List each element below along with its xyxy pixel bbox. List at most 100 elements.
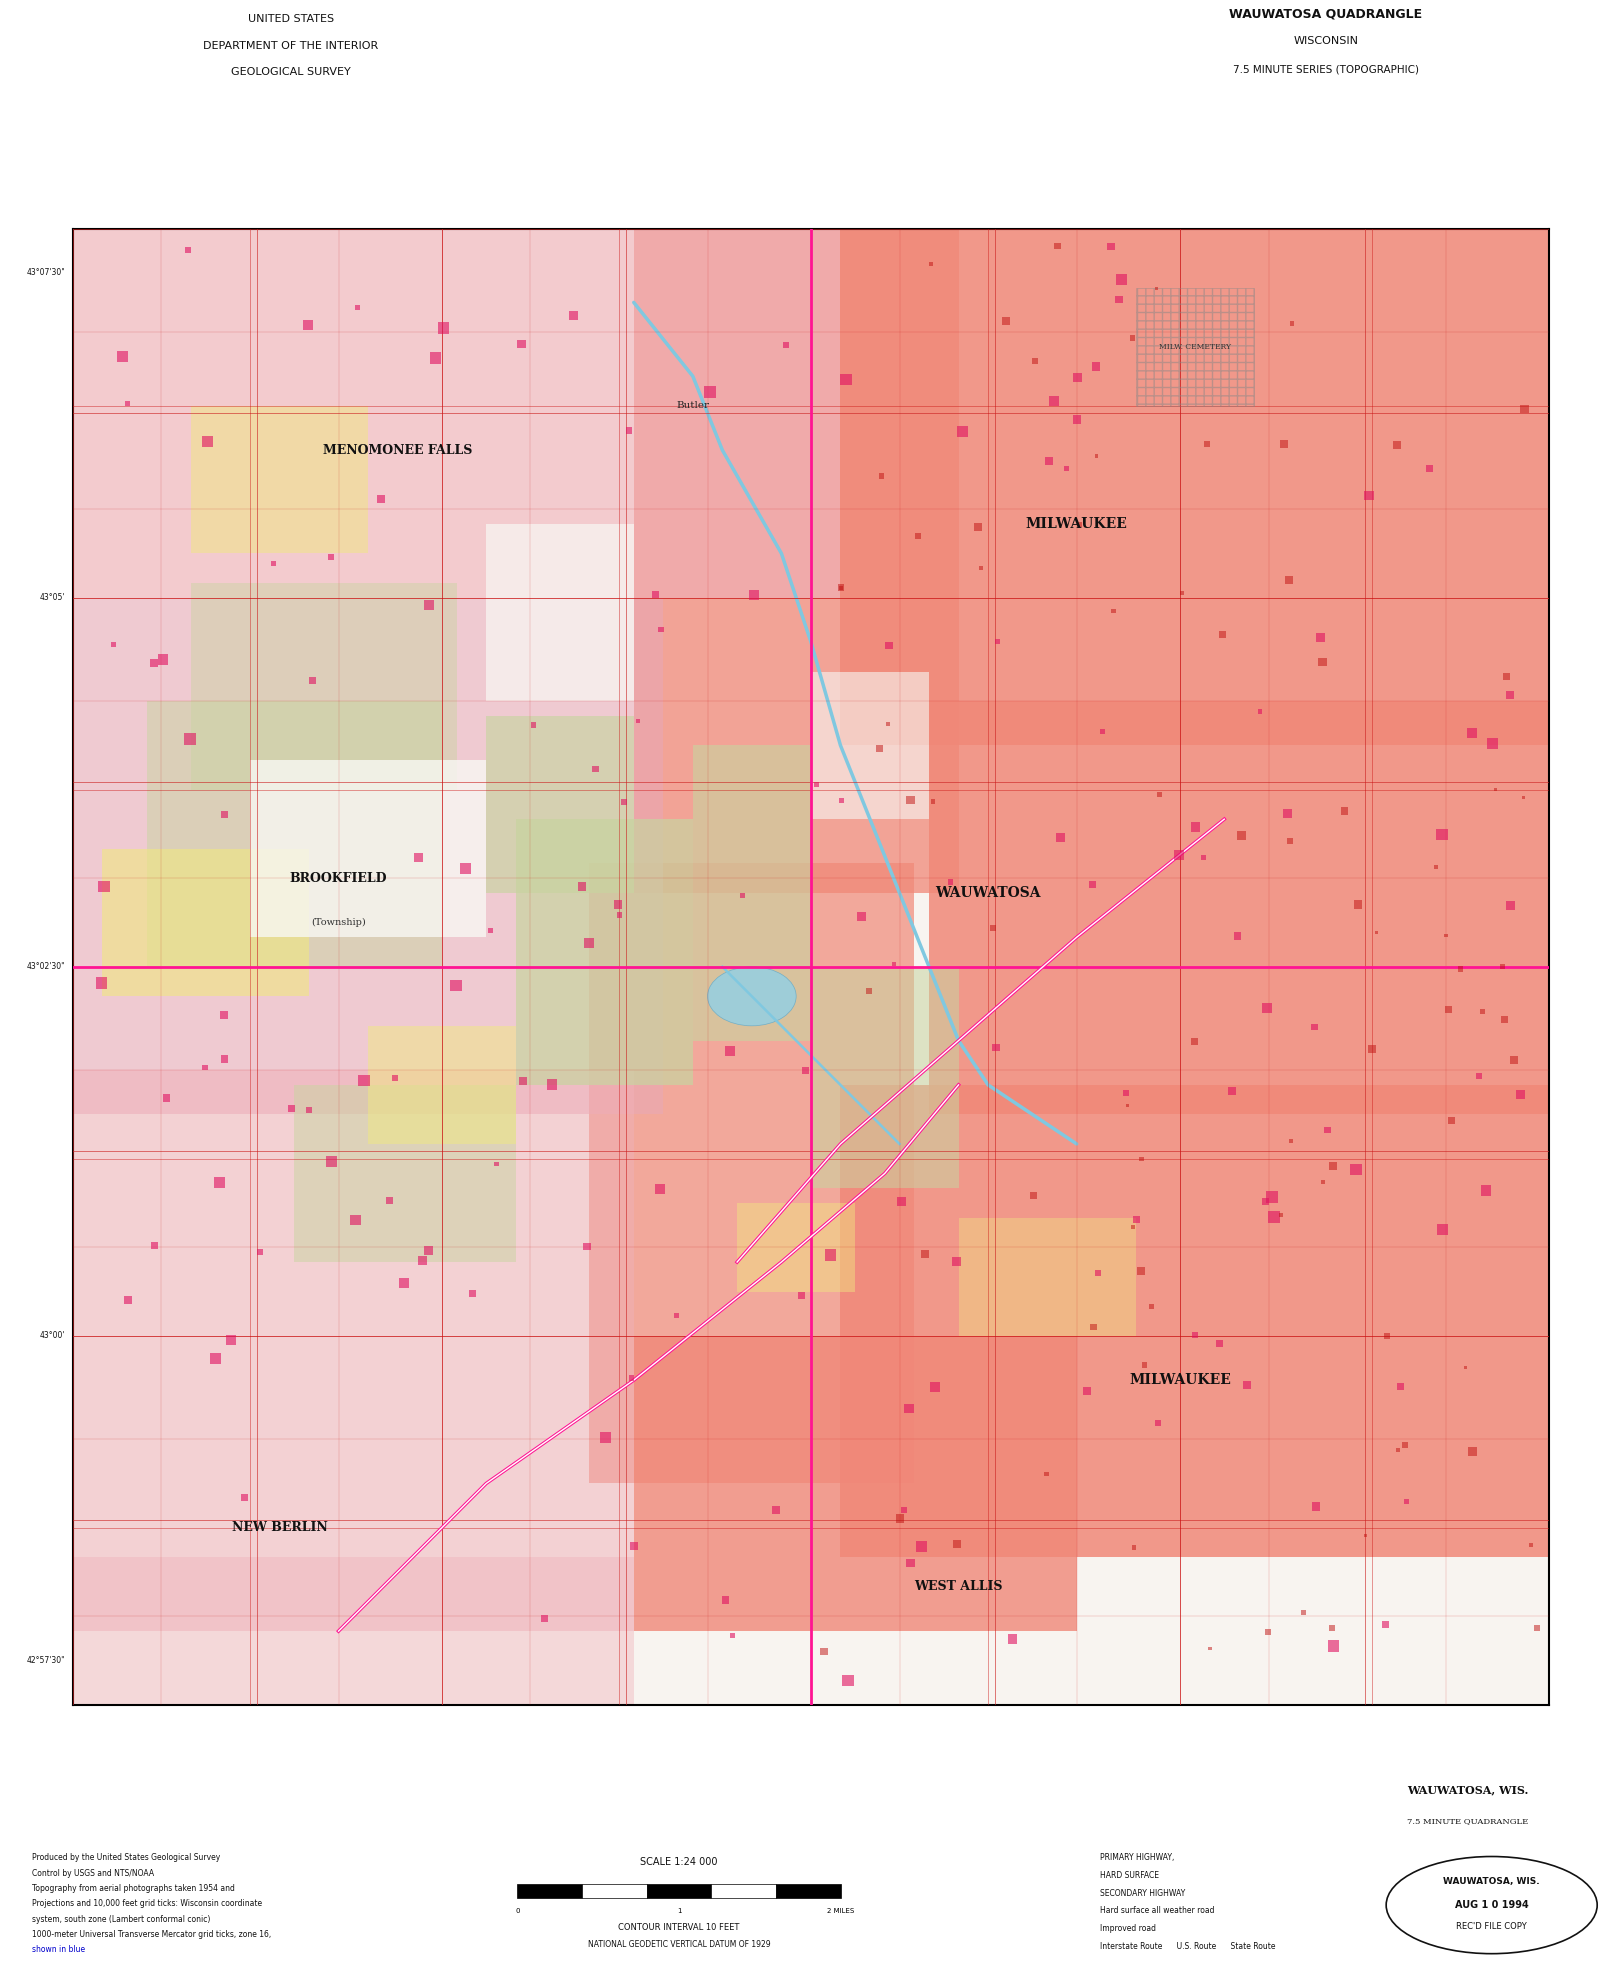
Bar	[731, 1633, 736, 1637]
Bar	[430, 353, 441, 363]
Bar	[1311, 1502, 1321, 1512]
Bar	[1279, 440, 1287, 448]
Bar	[438, 322, 450, 334]
Bar	[1444, 934, 1447, 936]
Text: MILWAUKEE: MILWAUKEE	[1025, 516, 1127, 530]
Text: HARD SURFACE: HARD SURFACE	[1100, 1871, 1158, 1881]
Bar	[1384, 1333, 1391, 1339]
Text: NEW BERLIN: NEW BERLIN	[231, 1521, 327, 1535]
Bar	[1397, 1384, 1404, 1390]
Bar	[1426, 465, 1433, 473]
Bar	[973, 522, 982, 530]
Bar	[517, 340, 526, 347]
Bar	[1311, 1023, 1318, 1031]
Bar	[547, 1080, 558, 1089]
Bar	[906, 1559, 915, 1566]
Bar	[1135, 289, 1253, 406]
Bar	[629, 1376, 634, 1380]
Text: Improved road: Improved road	[1100, 1924, 1156, 1934]
Text: MILW. CEMETERY: MILW. CEMETERY	[1159, 344, 1231, 351]
Bar	[1480, 1009, 1484, 1015]
Bar	[1510, 1056, 1518, 1064]
Bar	[1488, 738, 1497, 748]
Bar	[1501, 964, 1505, 968]
Text: 43°02'30": 43°02'30"	[27, 962, 65, 972]
Bar	[959, 1217, 1135, 1337]
Bar	[841, 228, 1549, 746]
Bar	[884, 642, 893, 650]
Bar	[1287, 838, 1292, 844]
Bar	[897, 1197, 906, 1205]
Bar	[658, 626, 663, 632]
Bar	[222, 1054, 228, 1062]
Bar	[1436, 828, 1447, 840]
Bar	[369, 1027, 516, 1144]
Text: UNITED STATES: UNITED STATES	[247, 14, 335, 24]
Bar	[739, 893, 744, 897]
Bar	[626, 428, 632, 434]
Bar	[1132, 1545, 1137, 1549]
Bar	[1227, 1088, 1235, 1095]
Bar	[825, 1248, 836, 1260]
Bar	[841, 1086, 1549, 1557]
Bar	[1279, 1213, 1284, 1217]
Bar	[73, 1070, 634, 1631]
Text: MENOMONEE FALLS: MENOMONEE FALLS	[323, 444, 472, 457]
Bar	[210, 1353, 222, 1364]
Bar	[73, 228, 841, 597]
Bar	[1258, 709, 1263, 713]
Bar	[461, 864, 471, 874]
Bar	[1155, 287, 1158, 291]
Bar	[357, 1074, 370, 1086]
Text: shown in blue: shown in blue	[32, 1945, 86, 1955]
Bar	[1365, 1533, 1366, 1537]
Bar	[202, 1064, 209, 1070]
Ellipse shape	[708, 968, 796, 1027]
Bar	[886, 722, 891, 726]
Bar	[517, 1884, 582, 1898]
Bar	[1216, 1339, 1222, 1347]
Text: WEST ALLIS: WEST ALLIS	[914, 1580, 1003, 1594]
Bar	[257, 1248, 264, 1254]
Bar	[948, 879, 952, 885]
Bar	[1365, 491, 1374, 501]
Bar	[1434, 866, 1439, 870]
Text: 7.5 MINUTE QUADRANGLE: 7.5 MINUTE QUADRANGLE	[1407, 1818, 1528, 1826]
Bar	[1090, 1323, 1096, 1331]
Bar	[1530, 1543, 1533, 1547]
Bar	[309, 677, 315, 683]
Bar	[839, 373, 852, 385]
Bar	[1438, 1225, 1449, 1235]
Bar	[1003, 316, 1011, 326]
Bar	[1064, 467, 1069, 471]
Bar	[251, 760, 487, 936]
Bar	[1507, 691, 1515, 699]
Bar	[1266, 1192, 1277, 1203]
Bar	[776, 1884, 841, 1898]
Text: (Township): (Township)	[310, 919, 365, 927]
Bar	[1192, 1038, 1198, 1044]
Text: NATIONAL GEODETIC VERTICAL DATUM OF 1929: NATIONAL GEODETIC VERTICAL DATUM OF 1929	[589, 1939, 770, 1949]
Bar	[202, 436, 212, 448]
Bar	[487, 716, 634, 893]
Bar	[1520, 404, 1528, 412]
Bar	[1148, 1303, 1153, 1309]
Bar	[1502, 673, 1510, 681]
Bar	[495, 1162, 500, 1166]
Bar	[1083, 1386, 1091, 1394]
Bar	[584, 1243, 590, 1250]
Bar	[915, 1541, 927, 1551]
Bar	[1054, 243, 1061, 249]
Bar	[1100, 728, 1104, 734]
Bar	[1494, 789, 1497, 791]
Bar	[1268, 1211, 1279, 1223]
Bar	[584, 938, 593, 948]
Bar	[582, 1884, 647, 1898]
Bar	[613, 901, 623, 909]
Bar	[1077, 522, 1082, 528]
Bar	[356, 304, 361, 310]
Text: AUG 1 0 1994: AUG 1 0 1994	[1455, 1900, 1528, 1910]
Bar	[1395, 1447, 1400, 1453]
Bar	[867, 989, 872, 993]
Bar	[1130, 1225, 1135, 1229]
